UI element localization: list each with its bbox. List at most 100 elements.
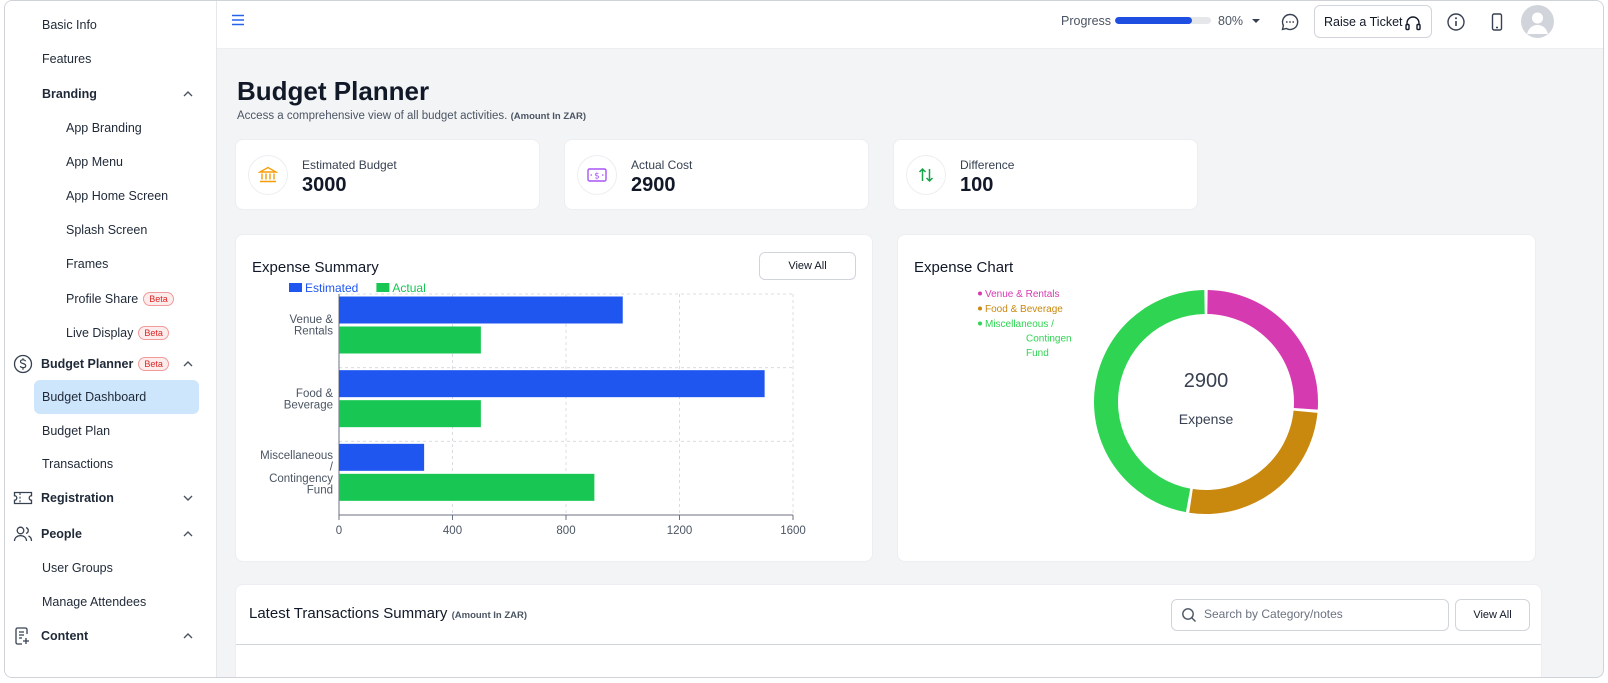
sidebar-item-registration[interactable]: Registration [5, 484, 216, 512]
sidebar-item-features[interactable]: Features [5, 45, 216, 73]
sidebar-item-label: App Home Screen [66, 189, 169, 203]
sidebar-item-app-home-screen[interactable]: App Home Screen [5, 182, 216, 210]
legend-label-line: Food & Beverage [985, 304, 1063, 315]
sidebar-item-label: Live Display [66, 326, 134, 340]
stat-value: 2900 [631, 174, 676, 196]
sidebar-item-label: Budget Planner [41, 357, 134, 371]
sidebar-item-people[interactable]: People [5, 520, 216, 548]
donut-center-label: Expense [1178, 411, 1234, 427]
stat-value: 3000 [302, 174, 347, 196]
sidebar-item-label: Profile Share [66, 292, 139, 306]
sidebar-item-label: Frames [66, 257, 109, 271]
chevron-up-icon [183, 531, 193, 537]
x-tick-label: 400 [443, 525, 462, 537]
info-icon[interactable] [1446, 12, 1466, 32]
expense-chart-card: Expense Chart Venue & Rentals Food & Beve… [897, 234, 1536, 562]
bar-estimated [339, 370, 765, 398]
category-label-line: Beverage [284, 399, 333, 411]
sidebar-item-live-display[interactable]: Live Display Beta [5, 319, 216, 347]
donut-slice [1094, 290, 1205, 513]
legend-dot [978, 306, 982, 311]
bank-icon [248, 155, 288, 195]
legend-label-estimated: Estimated [305, 281, 358, 295]
sidebar-item-app-menu[interactable]: App Menu [5, 148, 216, 176]
sidebar-item-app-branding[interactable]: App Branding [5, 114, 216, 142]
sidebar-item-budget-dashboard[interactable]: Budget Dashboard [34, 380, 199, 414]
chevron-up-icon [183, 361, 193, 367]
x-tick-label: 1200 [667, 525, 693, 537]
sidebar-item-label: People [41, 527, 82, 541]
sidebar-item-splash-screen[interactable]: Splash Screen [5, 216, 216, 244]
stat-card-estimated-budget: Estimated Budget 3000 [235, 139, 540, 210]
expense-summary-card: Expense Summary View All 0 400 800 1200 1600… [235, 234, 873, 562]
sidebar-item-budget-plan[interactable]: Budget Plan [5, 417, 216, 445]
table-divider [236, 644, 1541, 645]
sidebar-item-label: Transactions [42, 457, 114, 471]
category-label: Venue & Rentals [290, 314, 334, 338]
category-label-line: Venue & [290, 314, 334, 326]
sidebar-item-transactions[interactable]: Transactions [5, 450, 216, 478]
x-tick-label: 0 [336, 525, 342, 537]
legend-label-line: Contingen [1026, 334, 1072, 345]
raise-ticket-label: Raise a Ticket [1324, 14, 1403, 29]
category-label: Food & Beverage [284, 388, 334, 412]
sidebar-item-label: Features [42, 52, 92, 66]
legend-label: Venue & Rentals [985, 289, 1060, 300]
legend-dot [978, 291, 982, 296]
sidebar-item-label: User Groups [42, 561, 113, 575]
x-tick-label: 1600 [780, 525, 806, 537]
page-subtitle-unit: (Amount In ZAR) [510, 111, 587, 122]
sidebar-item-budget-planner[interactable]: Budget Planner Beta [5, 350, 216, 378]
expense-bar-chart: 0 400 800 1200 1600 Venue & Rentals Food & Bever… [260, 281, 806, 537]
legend-label-line: Venue & Rentals [985, 289, 1060, 300]
sidebar-item-label: App Menu [66, 155, 123, 169]
expense-summary-view-all-button[interactable]: View All [759, 252, 856, 280]
user-avatar[interactable] [1521, 5, 1554, 38]
page-subtitle: Access a comprehensive view of all budge… [237, 110, 586, 122]
donut-center-value: 2900 [1183, 370, 1229, 392]
legend-label-line: Miscellaneous / [985, 319, 1054, 330]
beta-badge: Beta [138, 326, 169, 340]
sidebar-item-profile-share[interactable]: Profile Share Beta [5, 285, 216, 313]
stat-label: Difference [960, 158, 1015, 172]
app-window: Basic Info Features Branding App Brandin… [4, 0, 1604, 678]
users-icon [12, 523, 34, 545]
transactions-search-input[interactable] [1204, 607, 1444, 621]
sidebar-item-basic-info[interactable]: Basic Info [5, 11, 216, 39]
category-label: Miscellaneous / Contingency Fund [260, 450, 334, 497]
document-edit-icon [12, 625, 34, 647]
raise-ticket-button[interactable]: Raise a Ticket [1314, 5, 1432, 38]
sidebar-item-frames[interactable]: Frames [5, 250, 216, 278]
page-title: Budget Planner [237, 76, 430, 106]
legend-label-line: Fund [1026, 348, 1049, 359]
mobile-phone-icon[interactable] [1487, 12, 1507, 32]
page-subtitle-text: Access a comprehensive view of all budge… [237, 110, 508, 122]
ticket-icon [12, 487, 34, 509]
category-label-line: Fund [307, 484, 333, 496]
sidebar-item-label: Splash Screen [66, 223, 148, 237]
latest-transactions-card: Latest Transactions Summary (Amount In Z… [235, 584, 1542, 677]
category-label-line: / [330, 461, 334, 473]
chevron-down-icon [183, 495, 193, 501]
progress-dropdown-caret[interactable] [1252, 19, 1260, 23]
sidebar-item-branding[interactable]: Branding [5, 80, 216, 108]
hamburger-menu-icon[interactable] [231, 13, 245, 27]
progress-fill [1115, 17, 1192, 24]
user-icon [1527, 12, 1548, 34]
bar-estimated [339, 296, 623, 324]
chat-icon[interactable] [1280, 12, 1300, 32]
beta-badge: Beta [143, 292, 174, 306]
stat-card-difference: Difference 100 [893, 139, 1198, 210]
sidebar-item-content[interactable]: Content [5, 622, 216, 650]
sidebar-item-label: Budget Dashboard [42, 390, 147, 404]
legend-label: Miscellaneous / Contingen Fund [985, 319, 1072, 359]
sidebar-item-label: Content [41, 629, 89, 643]
transactions-view-all-button[interactable]: View All [1455, 599, 1530, 631]
arrows-up-down-icon [906, 155, 946, 195]
dollar-icon [12, 353, 34, 375]
money-icon: $ [577, 155, 617, 195]
sidebar-item-manage-attendees[interactable]: Manage Attendees [5, 588, 216, 616]
sidebar-item-user-groups[interactable]: User Groups [5, 554, 216, 582]
stat-label: Estimated Budget [302, 158, 397, 172]
x-tick-label: 800 [556, 525, 575, 537]
